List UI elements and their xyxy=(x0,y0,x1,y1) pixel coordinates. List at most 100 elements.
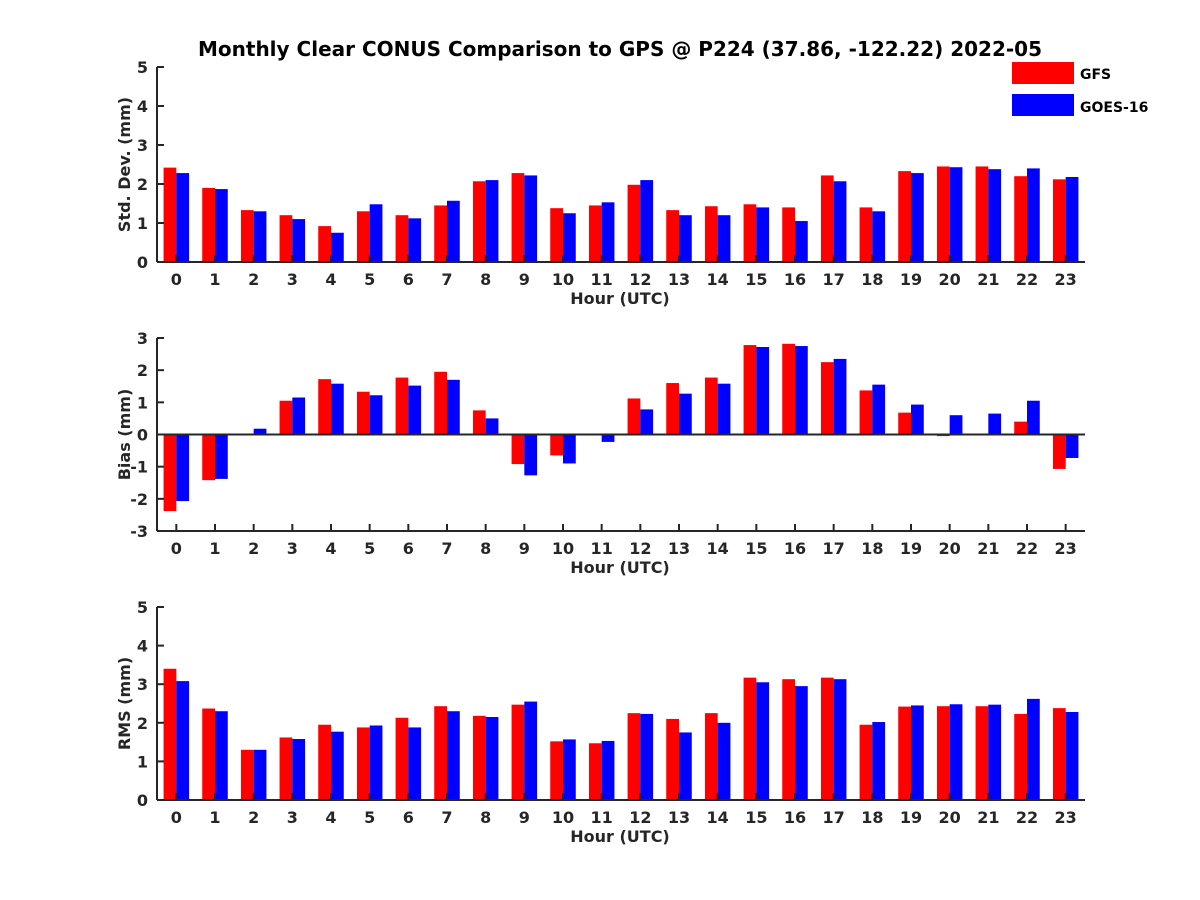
x-tick-label: 2 xyxy=(248,539,259,558)
y-tick-label: 4 xyxy=(137,637,148,656)
bar-goes16-hour-6 xyxy=(408,385,422,435)
x-axis-label: Hour (UTC) xyxy=(570,289,670,308)
x-tick-label: 18 xyxy=(861,808,883,827)
bar-goes16-hour-2 xyxy=(253,749,267,800)
figure-title: Monthly Clear CONUS Comparison to GPS @ … xyxy=(198,37,1042,61)
x-tick-label: 23 xyxy=(1055,270,1077,289)
bar-gfs-hour-20 xyxy=(936,166,950,262)
bar-goes16-hour-10 xyxy=(563,739,576,800)
bar-gfs-hour-19 xyxy=(898,171,911,262)
bar-goes16-hour-12 xyxy=(640,713,654,800)
x-tick-label: 11 xyxy=(591,270,613,289)
x-tick-label: 22 xyxy=(1016,539,1038,558)
legend-swatch-goes16 xyxy=(1012,94,1074,116)
bar-gfs-hour-22 xyxy=(1014,176,1027,262)
bar-gfs-hour-14 xyxy=(704,206,718,262)
y-axis-label: RMS (mm) xyxy=(115,657,134,750)
bar-gfs-hour-20 xyxy=(936,706,950,800)
x-tick-label: 16 xyxy=(784,270,806,289)
x-tick-label: 4 xyxy=(325,808,336,827)
bar-goes16-hour-9 xyxy=(524,701,538,800)
bar-goes16-hour-7 xyxy=(447,711,460,800)
x-tick-label: 14 xyxy=(707,270,729,289)
bar-gfs-hour-9 xyxy=(511,434,525,465)
bar-gfs-hour-22 xyxy=(1014,421,1027,435)
x-tick-label: 12 xyxy=(629,270,651,289)
bar-gfs-hour-6 xyxy=(395,377,409,435)
bar-goes16-hour-0 xyxy=(176,434,190,502)
x-tick-label: 21 xyxy=(977,270,999,289)
x-tick-label: 19 xyxy=(900,270,922,289)
x-tick-label: 22 xyxy=(1016,808,1038,827)
bar-goes16-hour-2 xyxy=(253,428,267,435)
bar-gfs-hour-21 xyxy=(975,706,989,800)
bar-gfs-hour-18 xyxy=(859,207,873,262)
bar-goes16-hour-10 xyxy=(563,434,576,464)
bar-goes16-hour-7 xyxy=(447,379,460,435)
x-tick-label: 18 xyxy=(861,539,883,558)
bar-goes16-hour-8 xyxy=(485,180,499,262)
x-tick-label: 5 xyxy=(364,270,375,289)
y-tick-label: 3 xyxy=(137,675,148,694)
bar-gfs-hour-17 xyxy=(820,175,834,262)
x-tick-label: 22 xyxy=(1016,270,1038,289)
bar-gfs-hour-10 xyxy=(550,434,563,456)
bar-goes16-hour-9 xyxy=(524,175,538,262)
x-tick-label: 13 xyxy=(668,270,690,289)
y-tick-label: 2 xyxy=(137,714,148,733)
bar-goes16-hour-21 xyxy=(988,169,1002,262)
bar-gfs-hour-15 xyxy=(743,345,757,435)
x-tick-label: 19 xyxy=(900,808,922,827)
bar-goes16-hour-18 xyxy=(872,211,886,262)
bar-goes16-hour-18 xyxy=(872,384,886,435)
bar-goes16-hour-13 xyxy=(679,215,692,262)
x-tick-label: 5 xyxy=(364,539,375,558)
x-tick-label: 10 xyxy=(552,808,574,827)
bar-gfs-hour-12 xyxy=(627,713,641,800)
y-tick-label: 1 xyxy=(137,214,148,233)
bar-gfs-hour-23 xyxy=(1052,179,1066,262)
bar-gfs-hour-10 xyxy=(550,208,563,262)
bar-goes16-hour-3 xyxy=(292,739,306,800)
bar-goes16-hour-10 xyxy=(563,213,576,262)
x-tick-label: 9 xyxy=(519,808,530,827)
x-tick-label: 0 xyxy=(171,270,182,289)
bar-gfs-hour-6 xyxy=(395,717,409,800)
y-tick-label: -1 xyxy=(130,458,148,477)
x-tick-label: 17 xyxy=(823,270,845,289)
bar-goes16-hour-15 xyxy=(756,682,770,800)
bar-gfs-hour-4 xyxy=(318,379,331,435)
bar-goes16-hour-16 xyxy=(795,346,808,435)
x-tick-label: 23 xyxy=(1055,808,1077,827)
bar-goes16-hour-14 xyxy=(717,215,731,262)
bar-goes16-hour-12 xyxy=(640,180,654,262)
bar-gfs-hour-14 xyxy=(704,377,718,435)
y-tick-label: 3 xyxy=(137,329,148,348)
bar-goes16-hour-23 xyxy=(1065,176,1079,262)
bar-gfs-hour-10 xyxy=(550,741,563,800)
x-tick-label: 15 xyxy=(745,270,767,289)
x-tick-label: 9 xyxy=(519,270,530,289)
bar-goes16-hour-23 xyxy=(1065,434,1079,458)
bar-goes16-hour-22 xyxy=(1027,400,1040,435)
x-tick-label: 17 xyxy=(823,808,845,827)
bar-goes16-hour-6 xyxy=(408,218,422,262)
bar-goes16-hour-19 xyxy=(911,173,924,262)
y-tick-label: 3 xyxy=(137,136,148,155)
bar-gfs-hour-18 xyxy=(859,390,873,435)
x-tick-label: 14 xyxy=(707,808,729,827)
bar-goes16-hour-8 xyxy=(485,717,499,800)
bar-gfs-hour-12 xyxy=(627,398,641,435)
y-tick-label: -3 xyxy=(130,522,148,541)
bar-gfs-hour-14 xyxy=(704,713,718,800)
bar-gfs-hour-13 xyxy=(666,718,679,800)
bar-goes16-hour-16 xyxy=(795,686,808,800)
bar-gfs-hour-1 xyxy=(202,187,215,262)
bar-gfs-hour-23 xyxy=(1052,708,1066,800)
bar-gfs-hour-5 xyxy=(356,727,370,800)
x-tick-label: 16 xyxy=(784,539,806,558)
x-tick-label: 18 xyxy=(861,270,883,289)
x-tick-label: 16 xyxy=(784,808,806,827)
